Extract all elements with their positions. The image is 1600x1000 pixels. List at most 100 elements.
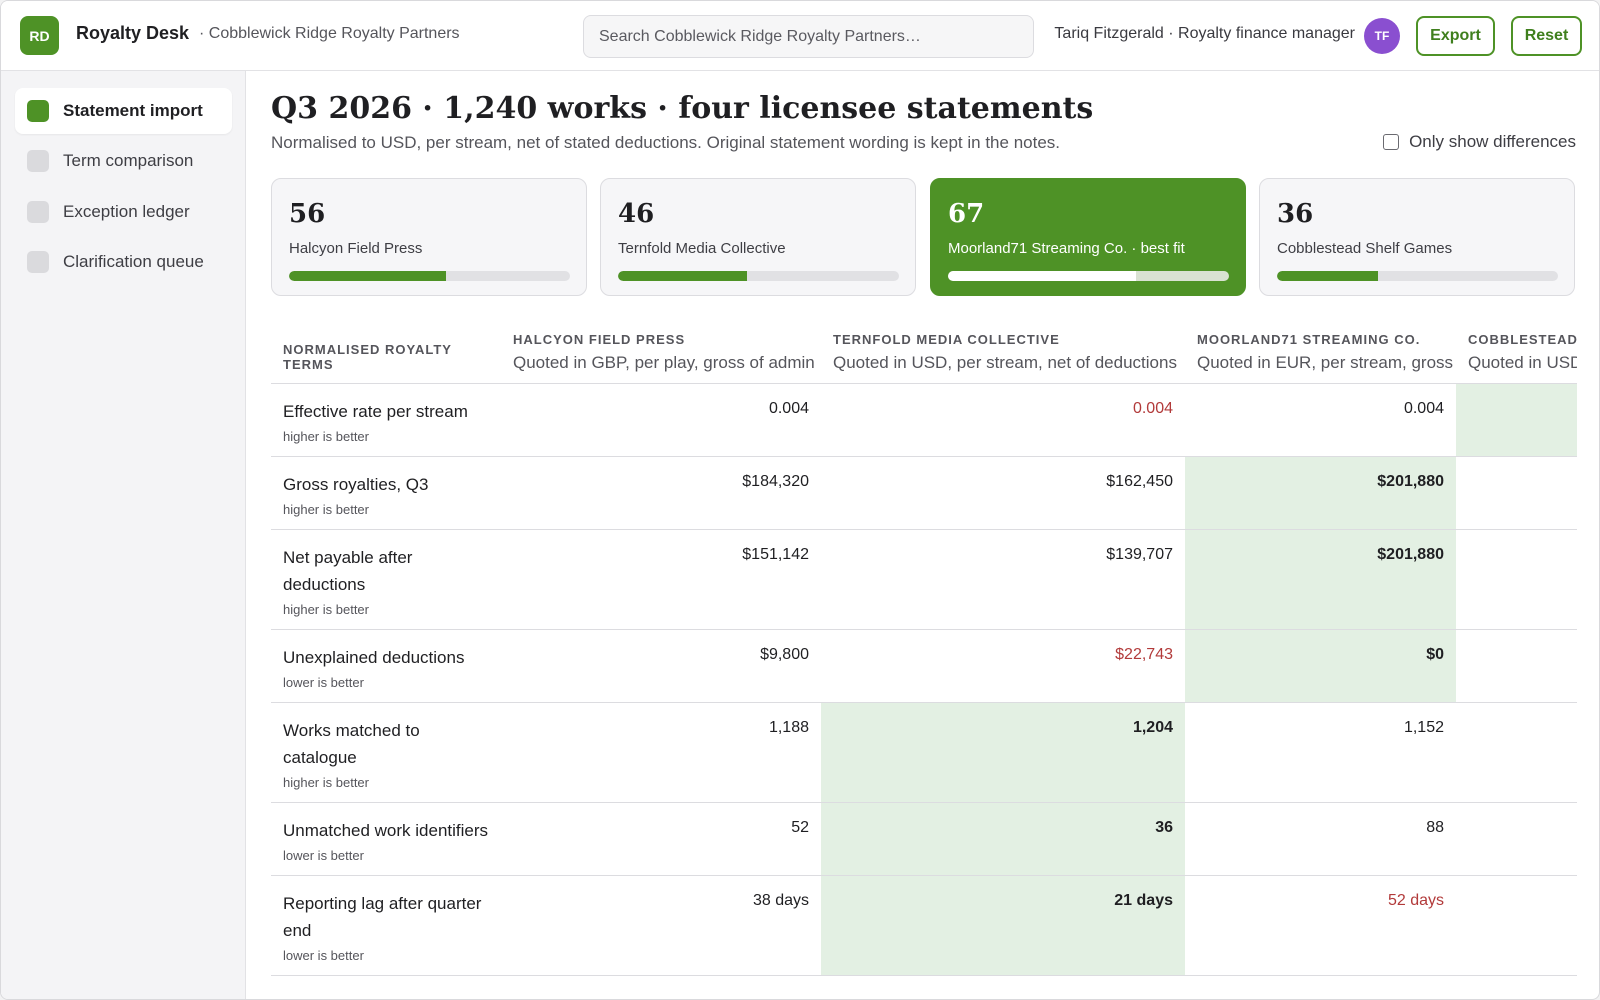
top-bar: RD Royalty Desk · Cobblewick Ridge Royal…	[1, 1, 1599, 71]
card-score-bar	[618, 271, 899, 281]
term-cell: Effective rate per stream higher is bette…	[271, 383, 501, 457]
value-cell-moorland71: $201,880	[1185, 456, 1456, 530]
column-quote-basis: Quoted in EUR, per stream, gross	[1197, 353, 1454, 372]
only-differences-toggle[interactable]: Only show differences	[1383, 132, 1576, 152]
card-score-bar	[289, 271, 570, 281]
table-row[interactable]: Effective rate per stream higher is bette…	[271, 383, 1577, 457]
term-label: Unmatched work identifiers	[283, 820, 489, 840]
value-cell-moorland71: 1,152	[1185, 702, 1456, 803]
table-row[interactable]: Unmatched work identifiers lower is bette…	[271, 802, 1577, 876]
column-quote-basis: Quoted in USD	[1468, 353, 1577, 372]
nav-status-icon	[27, 100, 49, 122]
card-licensee-name: Halcyon Field Press	[289, 240, 423, 257]
term-label: Net payable after deductions	[283, 547, 413, 594]
checkbox[interactable]	[1383, 134, 1400, 150]
table-row[interactable]: Works matched to catalogue higher is bett…	[271, 702, 1577, 803]
column-header-halcyon: HALCYON FIELD PRESS Quoted in GBP, per p…	[501, 316, 821, 384]
card-score-bar	[948, 271, 1229, 281]
table-row[interactable]: Reporting lag after quarter end lower is …	[271, 875, 1577, 976]
score-card[interactable]: 36 Cobblestead Shelf Games	[1259, 178, 1575, 296]
page-subtitle: Normalised to USD, per stream, net of st…	[271, 133, 1060, 152]
value-cell-moorland71: 88	[1185, 802, 1456, 876]
value-cell-moorland71: $0	[1185, 629, 1456, 703]
table-body: Effective rate per stream higher is bette…	[271, 383, 1577, 976]
column-header-ternfold: TERNFOLD MEDIA COLLECTIVE Quoted in USD,…	[821, 316, 1185, 384]
term-direction-hint: lower is better	[283, 847, 364, 863]
card-licensee-name: Ternfold Media Collective	[618, 240, 786, 257]
value-cell-cobblestead	[1456, 383, 1577, 457]
term-cell: Unexplained deductions lower is better	[271, 629, 501, 703]
term-direction-hint: higher is better	[283, 428, 369, 444]
main-content: Q3 2026 · 1,240 works · four licensee st…	[247, 71, 1599, 999]
column-header-cobblestead: COBBLESTEAD SHELF GAMES Quoted in USD	[1456, 316, 1577, 384]
card-score: 46	[618, 199, 655, 229]
term-cell: Net payable after deductions higher is be…	[271, 529, 501, 630]
score-card[interactable]: 67 Moorland71 Streaming Co. · best fit	[930, 178, 1246, 296]
term-comparison-table: NORMALISED ROYALTY TERMS HALCYON FIELD P…	[271, 316, 1577, 999]
value-cell-cobblestead	[1456, 456, 1577, 530]
nav-status-icon	[27, 201, 49, 223]
sidebar-item-label: Exception ledger	[63, 202, 190, 221]
page-title: Q3 2026 · 1,240 works · four licensee st…	[271, 91, 1094, 126]
value-cell-ternfold: 36	[821, 802, 1185, 876]
sidebar-item-term-comparison[interactable]: Term comparison	[15, 138, 232, 184]
term-direction-hint: higher is better	[283, 501, 369, 517]
score-card[interactable]: 46 Ternfold Media Collective	[600, 178, 916, 296]
app-name: Royalty Desk	[76, 23, 190, 43]
sidebar: Statement import Term comparison Excepti…	[1, 71, 246, 999]
search-input[interactable]	[583, 15, 1034, 58]
reset-button[interactable]: Reset	[1511, 16, 1582, 56]
value-cell-halcyon: $151,142	[501, 529, 821, 630]
term-label: Gross royalties, Q3	[283, 474, 429, 494]
sidebar-item-label: Term comparison	[63, 151, 194, 170]
sidebar-item-label: Statement import	[63, 101, 203, 120]
table-header-row: NORMALISED ROYALTY TERMS HALCYON FIELD P…	[271, 316, 1577, 384]
table-row[interactable]: Unexplained deductions lower is better $9,…	[271, 629, 1577, 703]
only-differences-label: Only show differences	[1409, 132, 1576, 151]
value-cell-halcyon: 0.004	[501, 383, 821, 457]
card-score: 36	[1277, 199, 1314, 229]
column-licensee-name: MOORLAND71 STREAMING CO.	[1197, 332, 1421, 347]
card-score: 67	[948, 199, 985, 229]
column-licensee-name: HALCYON FIELD PRESS	[513, 332, 686, 347]
term-cell: Unmatched work identifiers lower is bette…	[271, 802, 501, 876]
value-cell-moorland71: 52 days	[1185, 875, 1456, 976]
score-card[interactable]: 56 Halcyon Field Press	[271, 178, 587, 296]
term-cell: Works matched to catalogue higher is bett…	[271, 702, 501, 803]
value-cell-ternfold: $22,743	[821, 629, 1185, 703]
value-cell-halcyon: 52	[501, 802, 821, 876]
terms-column-header: NORMALISED ROYALTY TERMS	[271, 316, 501, 384]
user-name: Tariq Fitzgerald · Royalty finance manag…	[1054, 25, 1355, 42]
sidebar-item-statement-import[interactable]: Statement import	[15, 88, 232, 134]
term-cell: Gross royalties, Q3 higher is better	[271, 456, 501, 530]
term-direction-hint: lower is better	[283, 674, 364, 690]
table-row[interactable]: Net payable after deductions higher is be…	[271, 529, 1577, 630]
export-button[interactable]: Export	[1416, 16, 1495, 56]
nav-status-icon	[27, 251, 49, 273]
value-cell-cobblestead	[1456, 702, 1577, 803]
value-cell-cobblestead	[1456, 875, 1577, 976]
column-quote-basis: Quoted in GBP, per play, gross of admin	[513, 353, 815, 372]
card-score-bar	[1277, 271, 1558, 281]
term-label: Works matched to catalogue	[283, 720, 420, 767]
value-cell-halcyon: $9,800	[501, 629, 821, 703]
value-cell-ternfold: $162,450	[821, 456, 1185, 530]
sidebar-item-exception-ledger[interactable]: Exception ledger	[15, 189, 232, 235]
value-cell-cobblestead	[1456, 529, 1577, 630]
card-score: 56	[289, 199, 326, 229]
avatar[interactable]: TF	[1364, 18, 1400, 54]
table-row[interactable]: Gross royalties, Q3 higher is better $184,…	[271, 456, 1577, 530]
term-direction-hint: higher is better	[283, 601, 369, 617]
app-logo[interactable]: RD	[20, 16, 59, 55]
value-cell-ternfold: 0.004	[821, 383, 1185, 457]
value-cell-ternfold: $139,707	[821, 529, 1185, 630]
value-cell-cobblestead	[1456, 802, 1577, 876]
card-score-fill	[618, 271, 748, 281]
value-cell-moorland71: $201,880	[1185, 529, 1456, 630]
sidebar-item-label: Clarification queue	[63, 252, 204, 271]
sidebar-item-clarification-queue[interactable]: Clarification queue	[15, 239, 232, 285]
card-score-fill	[289, 271, 447, 281]
term-label: Reporting lag after quarter end	[283, 893, 482, 940]
value-cell-halcyon: 1,188	[501, 702, 821, 803]
